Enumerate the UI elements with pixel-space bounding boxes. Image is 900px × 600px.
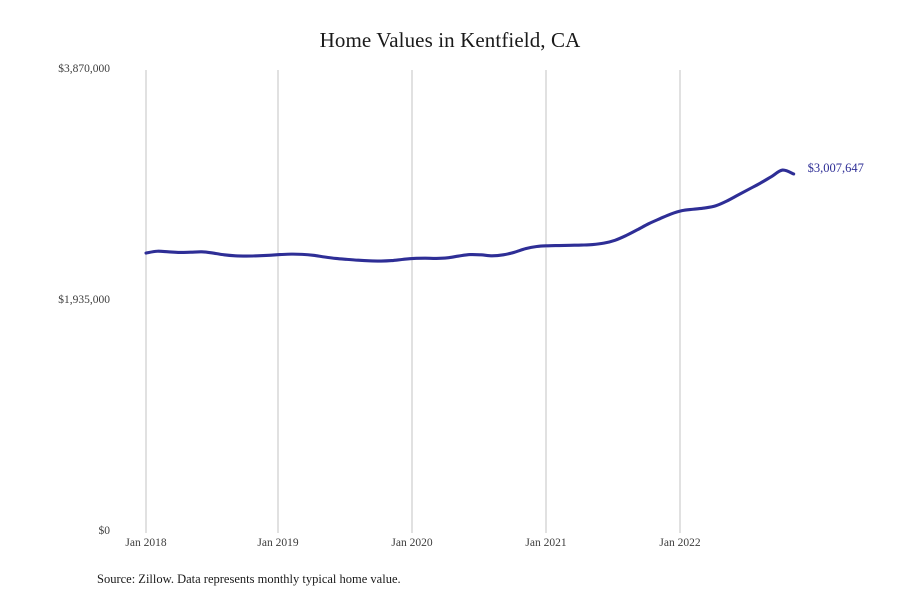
- series-line-typical-home-value: [144, 168, 796, 263]
- source-annotation: Source: Zillow. Data represents monthly …: [97, 572, 401, 586]
- y-axis-tick-label-zero: $0: [98, 525, 111, 537]
- x-axis-tick-label-jan-2019: Jan 2019: [257, 537, 299, 549]
- x-axis-tick-label-jan-2022: Jan 2022: [659, 537, 701, 549]
- y-axis-tick-label-max: $3,870,000: [58, 63, 110, 75]
- chart-title: Home Values in Kentfield, CA: [319, 28, 581, 52]
- y-axis-tick-label-mid: $1,935,000: [58, 294, 110, 306]
- end-point-value-label: $3,007,647: [807, 160, 864, 175]
- x-axis-tick-label-jan-2018: Jan 2018: [125, 537, 167, 549]
- x-axis-tick-label-jan-2021: Jan 2021: [525, 537, 567, 549]
- gridlines: [145, 70, 681, 533]
- x-axis-tick-label-jan-2020: Jan 2020: [391, 537, 433, 549]
